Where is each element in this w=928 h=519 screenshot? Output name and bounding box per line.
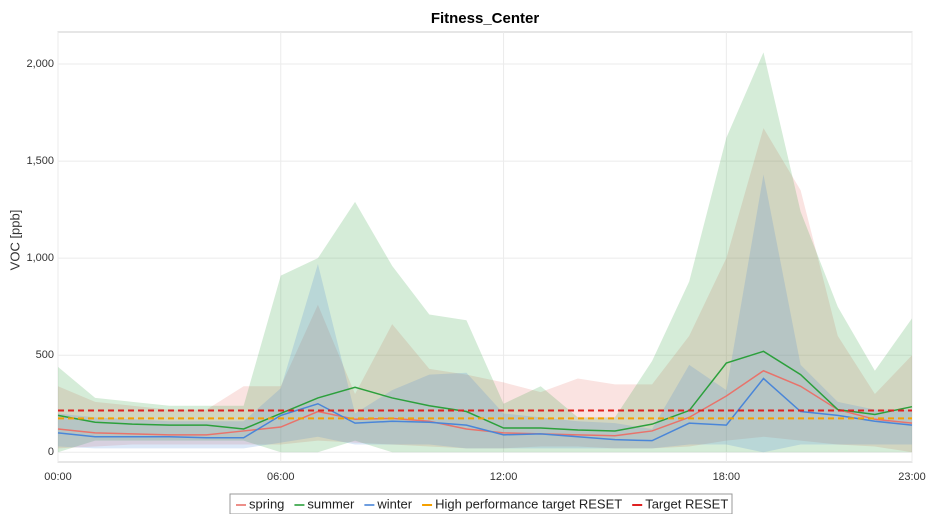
x-tick-label: 12:00 bbox=[490, 471, 518, 483]
x-tick-label: 00:00 bbox=[44, 471, 72, 483]
y-axis-label: VOC [ppb] bbox=[7, 210, 22, 271]
legend-label: spring bbox=[249, 496, 284, 511]
chart-title: Fitness_Center bbox=[431, 10, 540, 27]
series-line bbox=[57, 350, 913, 432]
y-tick-label: 0 bbox=[48, 446, 54, 458]
y-tick-label: 1,000 bbox=[26, 252, 54, 264]
x-tick-label: 23:00 bbox=[898, 471, 926, 483]
band bbox=[58, 128, 912, 453]
y-tick-label: 2,000 bbox=[26, 58, 54, 70]
series-line bbox=[57, 377, 913, 442]
legend-label: High performance target RESET bbox=[435, 496, 622, 511]
band bbox=[58, 52, 912, 453]
y-tick-label: 500 bbox=[36, 349, 54, 361]
x-tick-label: 18:00 bbox=[713, 471, 741, 483]
series-line bbox=[57, 369, 913, 437]
y-tick-label: 1,500 bbox=[26, 155, 54, 167]
legend-label: winter bbox=[376, 496, 412, 511]
legend-label: summer bbox=[307, 496, 355, 511]
x-tick-label: 06:00 bbox=[267, 471, 295, 483]
band bbox=[58, 174, 912, 453]
legend-label: Target RESET bbox=[645, 496, 728, 511]
